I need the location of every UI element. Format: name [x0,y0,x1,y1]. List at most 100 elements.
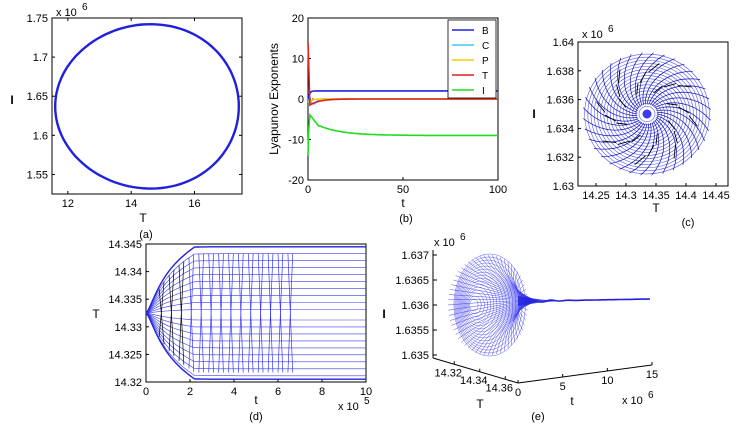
panel-a-ytick-label: 1.6 [33,130,48,142]
panel-e-ytick-label: 1.635 [401,350,429,362]
panel-d-trajectory-line [145,312,366,356]
panel-e-trajectory-line [471,259,539,302]
panel-c-spiral-arm [609,63,638,113]
panel-c: 14.25 14.3 14.35 14.4 14.451.641.6381.6361.6… [532,24,729,229]
panel-e-yexp: x 10 [434,237,455,249]
panel-d-trajectory-line [145,274,366,314]
panel-c-spiral-dash [631,134,641,143]
panel-d-xtick-label: 8 [319,386,325,398]
panel-c-spiral-dash [617,140,631,145]
panel-c-ytick-label: 1.64 [553,37,574,49]
panel-a-orbit-line [53,22,240,190]
panel-c-xtick-label: 14.45 [702,190,730,202]
panel-e-cone-ring [463,280,498,330]
panel-c-spiral-ring [587,56,707,172]
panel-e-cone-ring [458,268,510,342]
panel-c-xlabel: T [652,201,660,215]
panel-c-spiral-ring [590,59,704,169]
panel-e-ztick-label: 14.34 [460,375,488,387]
panel-d-trajectory-line [145,312,366,363]
panel-e-trajectory-line [458,300,539,339]
panel-d-trajectory-line [145,312,366,328]
panel-a-yexp: x 10 [56,7,77,19]
panel-e-cone-ring [460,271,507,339]
panel-d-crossing-line [228,253,234,373]
panel-e-cone-ring [456,262,517,348]
panel-c-spiral-arm [629,52,643,109]
panel-c-ytick-label: 1.636 [546,95,574,107]
panel-d-xtick-label: 2 [187,386,193,398]
panel-c-spiral-ring [603,72,691,156]
panel-c-spiral-dash [673,130,678,144]
panel-e-x-axis [517,364,653,384]
panel-c-spiral-arm [656,113,692,159]
panel-c-spiral-arm [617,57,638,111]
panel-b-legend-box [447,19,497,99]
panel-c-xtick-label: 14.3 [615,190,636,202]
panel-e-xexp-power: 6 [648,390,654,401]
panel-e-zlabel: T [476,397,484,411]
panel-c-spiral-dash [596,101,606,113]
panel-e-axes [432,250,653,384]
panel-c-spiral-dash [666,103,678,106]
panel-c-spiral-dash [618,69,621,84]
panel-c-spiral-dash [667,120,676,130]
panel-d-upper-envelope [145,246,366,314]
panel-a-ytick-label: 1.55 [27,169,48,181]
panel-c-spiral-arm [648,78,701,105]
panel-e-yexp-power: 6 [460,232,466,243]
panel-c-ytick-label: 1.638 [546,66,574,78]
panel-d-xtick-label: 0 [143,386,149,398]
panel-c-spiral-arm [656,115,685,165]
panel-e-cone-ring [454,256,523,354]
panel-b-legend-label-I: I [482,86,485,97]
panel-a-xlabel: T [139,211,147,225]
panel-c-spiral-arm [640,121,660,176]
panel-e-ylabel: I [382,307,385,321]
panel-c-spiral-dash [653,85,663,94]
panel-c-spiral-arm [651,91,710,106]
panel-c-spiral-arm [593,123,646,150]
panel-e-cone-ring [453,253,526,357]
panel-c-spiral-arm [623,54,639,110]
panel-c-ytick-label: 1.63 [553,181,574,193]
panel-c-spiral-ring [606,75,688,153]
panel-e-xexp: x 10 [622,395,643,407]
panel-d-crossing-line [158,281,165,337]
panel-e-xtick-label: 10 [601,375,613,387]
panel-d-ytick-label: 14.32 [114,377,142,389]
panel-d-xexp: x 10 [338,401,359,413]
panel-b-caption: (b) [399,213,412,225]
panel-c-frame [577,41,729,187]
panel-c-spiral-arm [646,70,693,105]
panel-c-xtick-label: 14.4 [675,190,696,202]
panel-d-crossing-line [277,253,284,373]
panel-e-xtick-label: 5 [560,381,566,393]
panel-d-xexp-power: 5 [364,396,370,407]
panel-d-crossing-line [238,253,244,373]
panel-e-ytick-label: 1.6355 [395,325,429,337]
panel-d-trajectory-line [145,260,366,314]
panel-e-ytick-label: 1.636 [401,300,429,312]
panel-e-xtick-label: 15 [646,369,658,381]
panel-c-spiral-arm [594,77,638,117]
panel-c-yexp: x 10 [582,29,603,41]
panel-c-spiral-ring [609,78,685,150]
panel-c-xtick-label: 14.25 [582,190,610,202]
panel-e-ztick-label: 14.32 [434,367,462,379]
panel-b-xlabel: t [401,196,405,210]
panel-b-ytick-label: 10 [292,54,304,66]
panel-c-spiral-ring [629,96,665,132]
panel-e-cone-ring [462,277,501,333]
panel-d-crossing-line [247,253,254,373]
panel-c-spiral-dash [677,106,690,114]
panel-a-ytick-label: 1.75 [27,13,48,25]
panel-d-crossing-line [267,253,274,373]
panel-d-trajectory-line [145,312,366,335]
panel-c-spiral-dash [602,140,617,143]
panel-d-crossing-line [218,253,224,373]
panel-e-steady-state-line [537,298,651,303]
panel-b-ytick-label: 20 [292,13,304,25]
panel-c-spiral-ring [622,90,672,138]
